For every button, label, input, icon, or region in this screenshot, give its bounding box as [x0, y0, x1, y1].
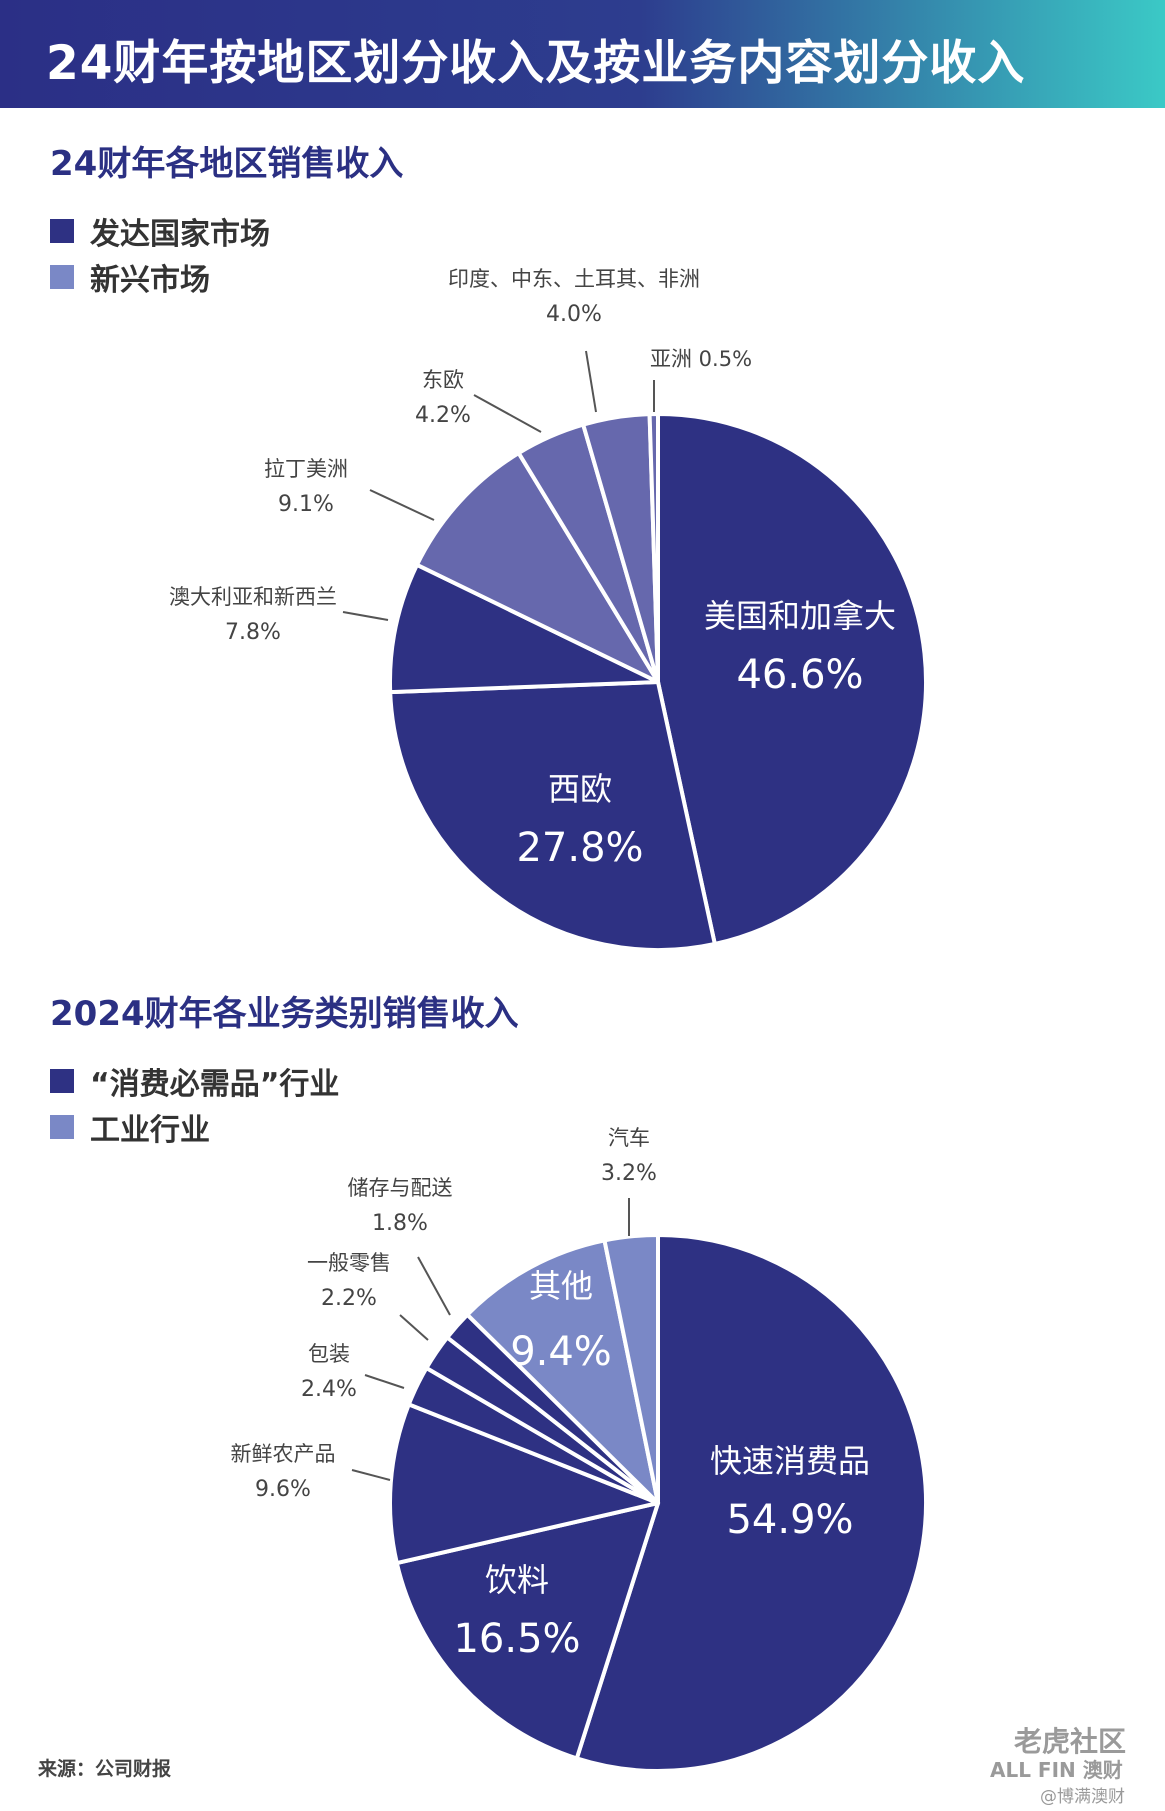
pie-slice-2 — [388, 680, 717, 952]
slice-label-name: 其他 — [529, 1267, 593, 1305]
chart-1-title: 24财年各地区销售收入 — [50, 144, 404, 184]
chart-1-legend-emerging: 新兴市场 — [50, 260, 210, 298]
leader-line — [351, 1469, 391, 1481]
pie-slice-4 — [414, 451, 660, 684]
slice-label-name: 美国和加拿大 — [704, 597, 896, 635]
pie-slice-3 — [388, 562, 660, 695]
legend-swatch-emerging — [50, 265, 74, 289]
slice-label-value: 1.8% — [372, 1211, 428, 1236]
source-note: 来源：公司财报 — [38, 1758, 172, 1780]
slice-label-value: 27.8% — [516, 825, 643, 871]
slice-label-name: 汽车 — [608, 1126, 650, 1150]
legend-swatch-developed — [50, 219, 74, 243]
slice-label-name: 西欧 — [548, 770, 612, 808]
legend-label: “消费必需品”行业 — [90, 1067, 340, 1102]
watermark-handle: @博满澳财 — [1040, 1787, 1125, 1807]
pie-slice-1 — [656, 412, 929, 946]
leader-line — [342, 611, 389, 621]
slice-label-name: 拉丁美洲 — [264, 457, 348, 481]
pie-slice-3 — [388, 1402, 660, 1566]
slice-label-value: 7.8% — [225, 620, 281, 645]
leader-line — [473, 394, 542, 433]
slice-label-name: 印度、中东、土耳其、非洲 — [448, 267, 700, 291]
slice-label-name: 快速消费品 — [710, 1442, 870, 1480]
chart-2-legend-industrial: 工业行业 — [50, 1110, 210, 1148]
legend-label: 发达国家市场 — [90, 217, 270, 252]
slice-label-value: 9.4% — [510, 1329, 612, 1375]
pie-slice-8 — [602, 1233, 660, 1505]
watermark-brand: ALL FIN 澳财 — [990, 1758, 1123, 1782]
page-title: 24财年按地区划分收入及按业务内容划分收入 — [46, 36, 1026, 91]
slice-label-name: 饮料 — [485, 1561, 549, 1599]
slice-label-combined: 亚洲 0.5% — [650, 347, 752, 371]
slice-label-value: 4.0% — [546, 302, 602, 327]
chart-1-legend-developed: 发达国家市场 — [50, 214, 270, 252]
slice-label-name: 新鲜农产品 — [231, 1442, 336, 1466]
pie-slice-1 — [574, 1233, 928, 1773]
leader-line — [364, 1374, 405, 1389]
chart-2-legend-consumer: “消费必需品”行业 — [50, 1064, 339, 1102]
chart-2-title: 2024财年各业务类别销售收入 — [50, 994, 519, 1034]
slice-label-value: 3.2% — [601, 1161, 657, 1186]
pie-chart-2: 快速消费品 54.9% 饮料 16.5% 新鲜农产品 9.6% 包装 2.4% 一般零售 2.2%… — [231, 1126, 928, 1773]
pie-slice-7 — [465, 1238, 660, 1505]
leader-line — [369, 489, 435, 521]
legend-swatch-industrial — [50, 1115, 74, 1139]
slice-label-name: 东欧 — [422, 368, 464, 392]
leader-line — [399, 1314, 429, 1341]
slice-label-value: 16.5% — [453, 1616, 580, 1662]
legend-label: 工业行业 — [90, 1113, 210, 1148]
watermark-community: 老虎社区 — [1014, 1725, 1127, 1758]
slice-label-value: 2.2% — [321, 1286, 377, 1311]
pie-slice-2 — [394, 1501, 660, 1761]
slice-label-name: 一般零售 — [307, 1251, 391, 1275]
pie-slice-7 — [647, 411, 660, 684]
leader-line — [585, 350, 597, 413]
pie-chart-1: 美国和加拿大 46.6% 西欧 27.8% 澳大利亚和新西兰 7.8% 拉丁美洲 9.1% 东欧… — [169, 267, 929, 952]
slice-label-value: 46.6% — [736, 652, 863, 698]
slice-label-value: 4.2% — [415, 403, 471, 428]
title-banner: 24财年按地区划分收入及按业务内容划分收入 — [0, 0, 1165, 108]
slice-label-name: 包装 — [308, 1342, 350, 1366]
slice-label-name: 澳大利亚和新西兰 — [169, 585, 337, 609]
slice-label-value: 9.6% — [255, 1477, 311, 1502]
slice-label-value: 2.4% — [301, 1377, 357, 1402]
slice-label-value: 9.1% — [278, 492, 334, 517]
legend-swatch-consumer — [50, 1069, 74, 1093]
legend-label: 新兴市场 — [90, 263, 210, 298]
leader-line — [417, 1256, 451, 1316]
slice-label-name: 储存与配送 — [348, 1176, 453, 1200]
slice-label-value: 54.9% — [726, 1497, 853, 1543]
